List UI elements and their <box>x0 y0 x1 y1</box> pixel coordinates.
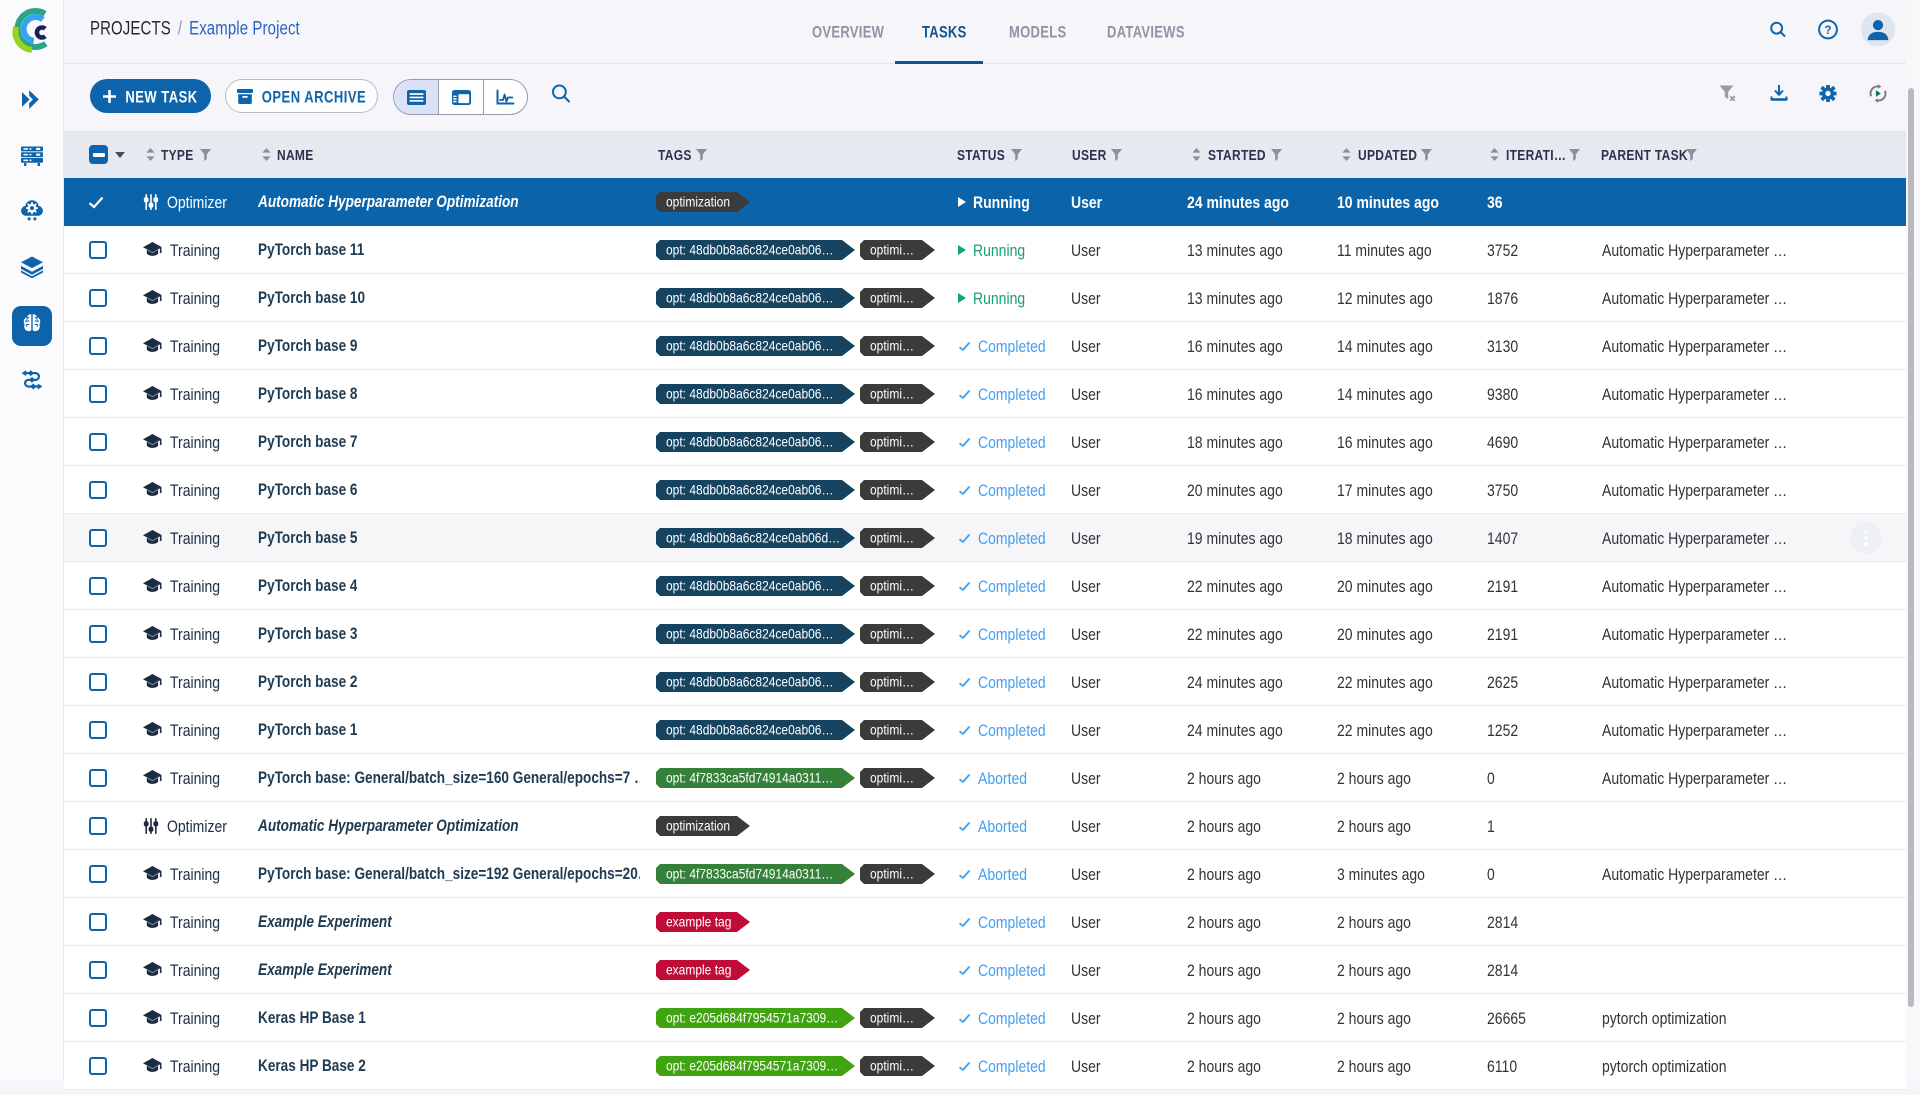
svg-text:?: ? <box>1824 24 1831 36</box>
